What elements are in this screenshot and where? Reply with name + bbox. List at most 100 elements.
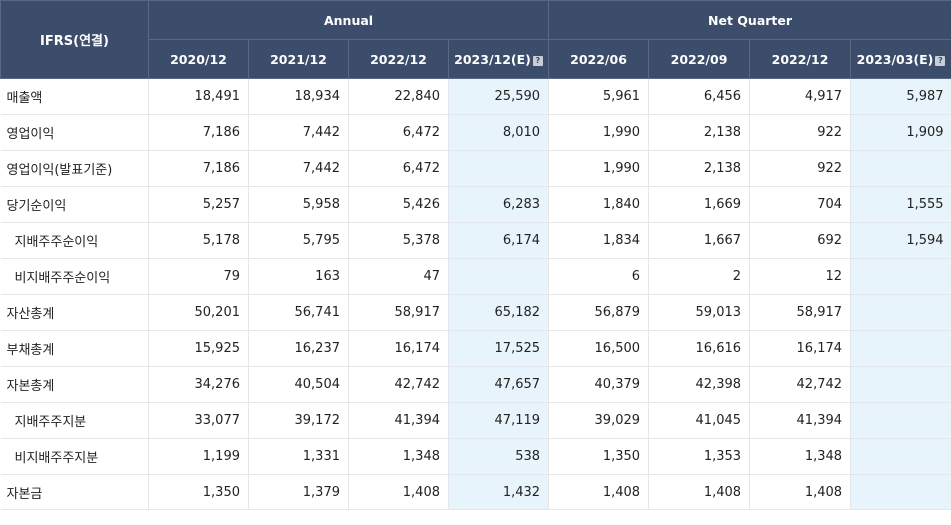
- value-cell: 1,408: [548, 474, 649, 510]
- value-cell: 39,172: [248, 402, 349, 439]
- value-cell: 5,178: [148, 222, 249, 259]
- value-cell: 1,834: [548, 222, 649, 259]
- estimate-cell: 65,182: [447, 294, 549, 331]
- estimate-cell: 538: [447, 438, 549, 475]
- value-cell: 41,045: [648, 402, 750, 439]
- row-label: 영업이익: [0, 114, 149, 151]
- net-quarter-group-header: Net Quarter: [548, 0, 951, 40]
- value-cell: 16,174: [749, 330, 851, 367]
- value-cell: 1,667: [648, 222, 750, 259]
- period-header: 2020/12: [148, 39, 249, 79]
- row-label: 자본금: [0, 474, 149, 510]
- value-cell: 40,379: [548, 366, 649, 403]
- annual-group-header: Annual: [147, 0, 550, 40]
- value-cell: 22,840: [348, 78, 449, 115]
- value-cell: 1,199: [148, 438, 249, 475]
- estimate-cell: 47,119: [447, 402, 549, 439]
- value-cell: 33,077: [148, 402, 249, 439]
- row-label: 지배주주순이익: [0, 222, 149, 259]
- estimate-cell: 8,010: [447, 114, 549, 151]
- value-cell: 1,348: [348, 438, 449, 475]
- value-cell: 15,925: [148, 330, 249, 367]
- value-cell: 42,742: [749, 366, 851, 403]
- help-icon[interactable]: ?: [935, 55, 946, 66]
- value-cell: 5,795: [248, 222, 349, 259]
- row-label: 당기순이익: [0, 186, 149, 223]
- table-row: 지배주주순이익 5,178 5,795 5,378 6,174 1,834 1,…: [0, 222, 951, 259]
- value-cell: 12: [749, 258, 851, 295]
- value-cell: 922: [749, 150, 851, 187]
- value-cell: 2,138: [648, 114, 750, 151]
- period-header: 2022/09: [648, 39, 751, 79]
- estimate-cell: [850, 366, 951, 403]
- value-cell: 16,237: [248, 330, 349, 367]
- value-cell: 16,616: [648, 330, 750, 367]
- table-row: 영업이익(발표기준) 7,186 7,442 6,472 1,990 2,138…: [0, 150, 951, 187]
- value-cell: 1,348: [749, 438, 851, 475]
- value-cell: 40,504: [248, 366, 349, 403]
- value-cell: 163: [248, 258, 349, 295]
- value-cell: 1,379: [248, 474, 349, 510]
- row-label: 자본총계: [0, 366, 149, 403]
- value-cell: 1,669: [648, 186, 750, 223]
- value-cell: 692: [749, 222, 851, 259]
- estimate-cell: 47,657: [447, 366, 549, 403]
- value-cell: 6: [548, 258, 649, 295]
- table-row: 지배주주지분 33,077 39,172 41,394 47,119 39,02…: [0, 402, 951, 439]
- period-header: 2022/12: [749, 39, 852, 79]
- table-row: 당기순이익 5,257 5,958 5,426 6,283 1,840 1,66…: [0, 186, 951, 223]
- table-row: 매출액 18,491 18,934 22,840 25,590 5,961 6,…: [0, 78, 951, 115]
- value-cell: 58,917: [749, 294, 851, 331]
- period-header: 2022/12: [348, 39, 449, 79]
- value-cell: 79: [148, 258, 249, 295]
- period-header-estimate: 2023/03(E)?: [850, 39, 951, 79]
- value-cell: 704: [749, 186, 851, 223]
- value-cell: 2: [648, 258, 750, 295]
- value-cell: 5,958: [248, 186, 349, 223]
- estimate-cell: [850, 258, 951, 295]
- value-cell: 42,398: [648, 366, 750, 403]
- estimate-cell: 6,283: [447, 186, 549, 223]
- help-icon[interactable]: ?: [532, 55, 543, 66]
- value-cell: 1,840: [548, 186, 649, 223]
- value-cell: 7,442: [248, 114, 349, 151]
- value-cell: 1,350: [148, 474, 249, 510]
- value-cell: 1,331: [248, 438, 349, 475]
- value-cell: 1,350: [548, 438, 649, 475]
- table-row: 영업이익 7,186 7,442 6,472 8,010 1,990 2,138…: [0, 114, 951, 151]
- value-cell: 7,186: [148, 114, 249, 151]
- value-cell: 2,138: [648, 150, 750, 187]
- table-row: 부채총계 15,925 16,237 16,174 17,525 16,500 …: [0, 330, 951, 367]
- value-cell: 18,934: [248, 78, 349, 115]
- value-cell: 1,353: [648, 438, 750, 475]
- value-cell: 7,186: [148, 150, 249, 187]
- value-cell: 39,029: [548, 402, 649, 439]
- value-cell: 1,990: [548, 114, 649, 151]
- estimate-cell: [850, 294, 951, 331]
- table-row: 자본총계 34,276 40,504 42,742 47,657 40,379 …: [0, 366, 951, 403]
- value-cell: 34,276: [148, 366, 249, 403]
- estimate-cell: 1,594: [850, 222, 951, 259]
- estimate-cell: [850, 150, 951, 187]
- value-cell: 6,472: [348, 150, 449, 187]
- value-cell: 56,879: [548, 294, 649, 331]
- value-cell: 50,201: [148, 294, 249, 331]
- period-header: 2021/12: [248, 39, 349, 79]
- value-cell: 41,394: [348, 402, 449, 439]
- estimate-cell: 1,555: [850, 186, 951, 223]
- value-cell: 7,442: [248, 150, 349, 187]
- estimate-cell: 17,525: [447, 330, 549, 367]
- row-label: 영업이익(발표기준): [0, 150, 149, 187]
- period-header: 2022/06: [548, 39, 650, 79]
- row-label: 자산총계: [0, 294, 149, 331]
- table-row: 자산총계 50,201 56,741 58,917 65,182 56,879 …: [0, 294, 951, 331]
- table-row: 비지배주주순이익 79 163 47 6 2 12: [0, 258, 951, 295]
- estimate-cell: [850, 474, 951, 510]
- value-cell: 5,961: [548, 78, 649, 115]
- value-cell: 1,408: [648, 474, 750, 510]
- value-cell: 41,394: [749, 402, 851, 439]
- period-header-estimate: 2023/12(E)?: [447, 39, 550, 79]
- estimate-cell: [850, 438, 951, 475]
- value-cell: 922: [749, 114, 851, 151]
- estimate-cell: [850, 330, 951, 367]
